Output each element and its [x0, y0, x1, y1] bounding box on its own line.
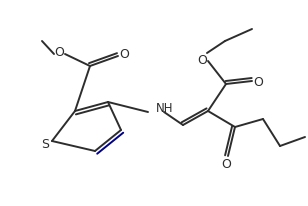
- Text: O: O: [119, 48, 129, 61]
- Text: O: O: [197, 53, 207, 66]
- Text: S: S: [41, 137, 49, 150]
- Text: O: O: [221, 158, 231, 171]
- Text: NH: NH: [156, 102, 173, 115]
- Text: O: O: [253, 75, 263, 88]
- Text: O: O: [54, 46, 64, 59]
